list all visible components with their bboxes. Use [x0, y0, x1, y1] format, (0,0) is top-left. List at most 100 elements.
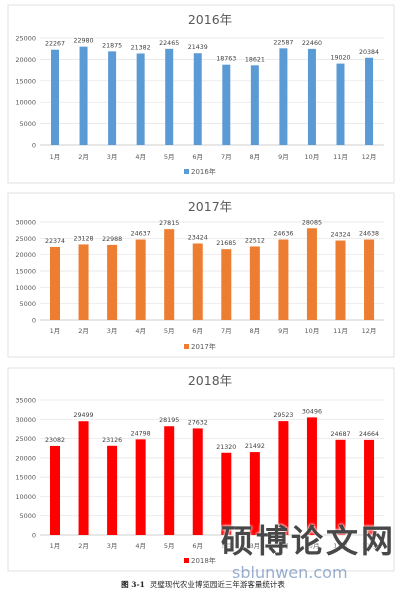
- y-tick-label: 20000: [15, 454, 36, 462]
- bar-3-9: [278, 421, 289, 535]
- x-tick-label: 7月: [221, 542, 232, 550]
- bar-3-1: [50, 445, 60, 535]
- bar-2-4: [135, 239, 146, 320]
- data-label: 21875: [102, 42, 122, 49]
- x-tick-label: 12月: [362, 153, 377, 161]
- data-label: 22267: [45, 41, 65, 48]
- chart-title: 2017年: [188, 199, 232, 214]
- y-tick-label: 25000: [15, 235, 36, 243]
- y-tick-label: 25000: [15, 35, 36, 43]
- data-label: 23424: [188, 234, 208, 241]
- x-tick-label: 8月: [250, 327, 261, 335]
- x-tick-label: 1月: [50, 542, 61, 550]
- x-tick-label: 8月: [250, 542, 261, 550]
- y-tick-label: 0: [32, 317, 36, 325]
- bar-2-8: [249, 246, 260, 320]
- chart-1: 2016年 0 5000 10000 15000 20000 25000 22267 1月 229…: [7, 4, 395, 184]
- bar-1-11: [336, 63, 345, 145]
- data-label: 24637: [131, 231, 151, 238]
- y-tick-label: 30000: [15, 219, 36, 227]
- data-label: 22512: [245, 237, 265, 244]
- bar-3-10: [306, 417, 317, 535]
- x-tick-label: 11月: [333, 542, 348, 550]
- bar-1-7: [222, 64, 231, 145]
- x-tick-label: 10月: [305, 153, 320, 161]
- bar-3-8: [249, 452, 260, 535]
- x-tick-label: 6月: [192, 153, 203, 161]
- data-label: 20384: [359, 49, 379, 56]
- x-tick-label: 5月: [164, 327, 175, 335]
- legend-label: 2017年: [191, 342, 216, 351]
- bar-3-5: [164, 426, 175, 535]
- data-label: 21492: [245, 443, 265, 450]
- bar-3-11: [335, 439, 346, 535]
- x-tick-label: 4月: [135, 542, 146, 550]
- y-tick-label: 5000: [19, 120, 36, 128]
- x-tick-label: 5月: [164, 153, 175, 161]
- bar-1-12: [365, 57, 374, 145]
- bar-2-2: [78, 244, 89, 320]
- x-tick-label: 10月: [305, 327, 320, 335]
- data-label: 27632: [188, 419, 208, 426]
- chart-title: 2018年: [188, 373, 232, 388]
- figure-caption: 图 3-1 灵璧现代农业博览园近三年游客量统计表: [0, 579, 406, 590]
- data-label: 22460: [302, 40, 322, 47]
- y-tick-label: 35000: [15, 397, 36, 405]
- bar-1-2: [79, 46, 88, 145]
- x-tick-label: 9月: [278, 327, 289, 335]
- watermark-site: sblunwen.com: [232, 563, 348, 582]
- data-label: 22988: [102, 236, 122, 243]
- legend-swatch: [184, 344, 189, 349]
- bar-3-3: [107, 445, 118, 535]
- data-label: 24636: [273, 231, 293, 238]
- y-tick-label: 25000: [15, 435, 36, 443]
- x-tick-label: 12月: [362, 542, 377, 550]
- y-tick-label: 5000: [19, 300, 36, 308]
- x-tick-label: 9月: [278, 153, 289, 161]
- x-tick-label: 4月: [135, 153, 146, 161]
- data-label: 21320: [216, 444, 236, 451]
- bar-3-2: [78, 421, 89, 535]
- x-tick-label: 11月: [333, 153, 348, 161]
- x-tick-label: 12月: [362, 327, 377, 335]
- data-label: 23082: [45, 437, 65, 444]
- data-label: 29523: [273, 412, 293, 419]
- legend-swatch: [184, 558, 189, 563]
- figure-caption-text: 灵璧现代农业博览园近三年游客量统计表: [149, 580, 285, 589]
- bar-1-5: [165, 48, 174, 145]
- data-label: 24324: [330, 232, 350, 239]
- legend-label: 2018年: [191, 556, 216, 565]
- bar-1-1: [51, 49, 59, 146]
- y-tick-label: 0: [32, 532, 36, 540]
- x-tick-label: 1月: [50, 327, 61, 335]
- data-label: 23126: [102, 437, 122, 444]
- y-tick-label: 15000: [15, 268, 36, 276]
- data-label: 22980: [74, 38, 94, 45]
- y-tick-label: 5000: [19, 512, 36, 520]
- watermark-text: 硕博论文网: [221, 522, 397, 560]
- data-label: 18621: [245, 56, 265, 63]
- y-tick-label: 10000: [15, 493, 36, 501]
- data-label: 19020: [330, 55, 350, 62]
- chart-3: 2018年 0 5000 10000 15000 20000 25000 30000 35000…: [7, 367, 395, 572]
- data-label: 21382: [131, 44, 151, 51]
- bar-2-6: [192, 243, 203, 320]
- legend-label: 2016年: [191, 167, 216, 176]
- x-tick-label: 3月: [107, 153, 118, 161]
- bar-3-12: [364, 439, 375, 535]
- data-label: 28085: [302, 219, 322, 226]
- chart-title: 2016年: [188, 12, 232, 27]
- bar-1-6: [193, 53, 202, 145]
- data-label: 22465: [159, 40, 179, 47]
- figure-label: 图 3-1: [121, 580, 145, 589]
- data-label: 18763: [216, 56, 236, 63]
- x-tick-label: 9月: [278, 542, 289, 550]
- data-label: 21685: [216, 240, 236, 247]
- data-label: 27815: [159, 220, 179, 227]
- x-tick-label: 11月: [333, 327, 348, 335]
- y-tick-label: 20000: [15, 251, 36, 259]
- bar-2-10: [306, 228, 317, 320]
- x-tick-label: 6月: [192, 327, 203, 335]
- bar-2-11: [335, 240, 346, 320]
